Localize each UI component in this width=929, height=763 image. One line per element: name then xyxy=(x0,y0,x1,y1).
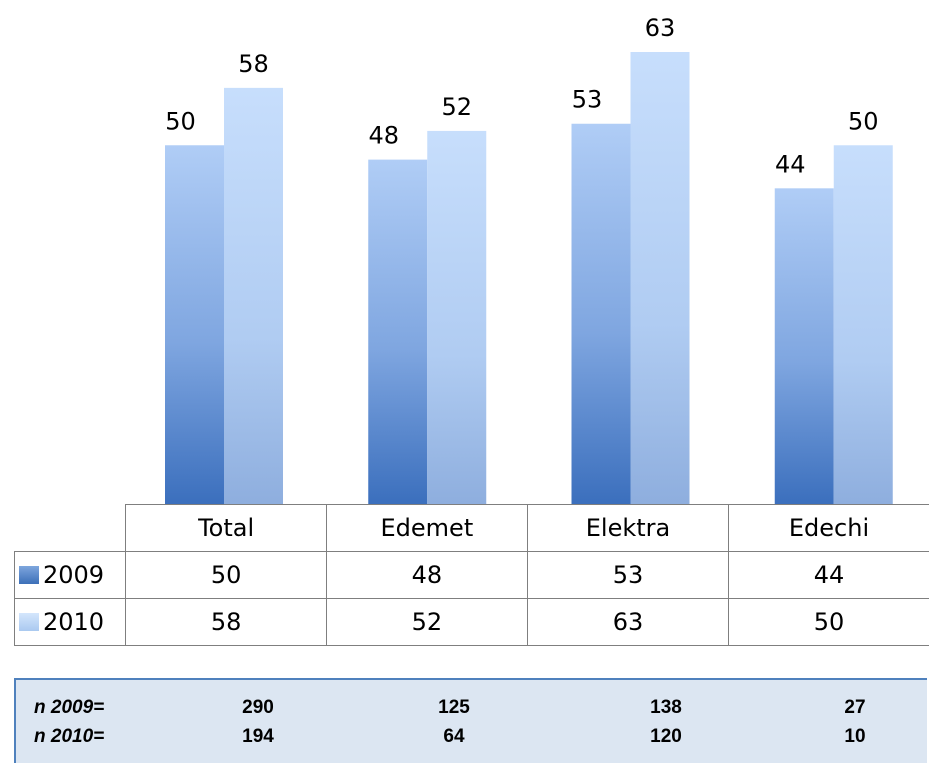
data-label: 50 xyxy=(165,107,196,135)
bar-2010-total xyxy=(224,87,283,504)
data-table: Total Edemet Elektra Edechi 2009 50 48 5… xyxy=(13,504,929,646)
bar-2009-total xyxy=(165,145,224,504)
category-header: Edechi xyxy=(728,504,929,552)
table-cell: 50 xyxy=(125,551,327,599)
legend-swatch-2009 xyxy=(19,566,39,584)
table-corner-cell xyxy=(14,504,127,552)
bar-2010-edechi xyxy=(833,145,893,504)
data-label: 52 xyxy=(441,93,472,121)
sample-size-value: 290 xyxy=(242,697,274,718)
data-label: 58 xyxy=(238,50,269,78)
sample-size-value: 27 xyxy=(844,697,866,718)
legend-label-2010: 2010 xyxy=(43,608,105,636)
sample-size-value: 125 xyxy=(438,697,470,718)
sample-size-value: 194 xyxy=(242,726,274,747)
table-cell: 50 xyxy=(728,598,929,646)
category-header: Elektra xyxy=(526,504,730,552)
sample-size-value: 10 xyxy=(844,726,866,747)
sample-size-label: n 2009= xyxy=(34,697,105,718)
bar-2009-edechi xyxy=(774,188,834,505)
table-cell: 53 xyxy=(526,551,730,599)
bar-2010-elektra xyxy=(630,52,690,504)
category-header: Total xyxy=(125,504,327,552)
sample-size-value: 138 xyxy=(650,697,682,718)
sample-size-box: n 2009= 290 125 138 27 n 2010= 194 64 12… xyxy=(14,678,927,763)
data-label: 63 xyxy=(645,14,676,42)
bar-2010-edemet xyxy=(427,130,487,504)
table-header-row: Total Edemet Elektra Edechi xyxy=(14,504,929,552)
legend-key-2009: 2009 xyxy=(13,551,127,599)
bar-2009-elektra xyxy=(571,123,631,504)
table-row-2010: 2010 58 52 63 50 xyxy=(13,598,929,646)
data-label: 44 xyxy=(775,150,806,178)
category-header: Edemet xyxy=(325,504,529,552)
sample-size-row-2009: n 2009= 290 125 138 27 xyxy=(16,697,929,723)
legend-key-2010: 2010 xyxy=(13,598,127,646)
bar-2009-edemet xyxy=(368,159,428,504)
sample-size-row-2010: n 2010= 194 64 120 10 xyxy=(16,726,929,752)
legend-label-2009: 2009 xyxy=(43,561,105,589)
data-label: 53 xyxy=(572,86,603,114)
legend-swatch-2010 xyxy=(19,613,39,631)
table-cell: 52 xyxy=(325,598,529,646)
table-cell: 58 xyxy=(125,598,327,646)
bar-chart: 50 58 48 52 53 63 44 50 xyxy=(165,14,893,505)
sample-size-value: 64 xyxy=(443,726,465,747)
sample-size-value: 120 xyxy=(650,726,682,747)
table-cell: 44 xyxy=(728,551,929,599)
data-label: 50 xyxy=(848,107,879,135)
table-row-2009: 2009 50 48 53 44 xyxy=(13,551,929,599)
bars-group xyxy=(165,52,893,505)
data-labels-group: 50 58 48 52 53 63 44 50 xyxy=(165,14,878,178)
sample-size-label: n 2010= xyxy=(34,726,105,747)
table-cell: 48 xyxy=(325,551,529,599)
table-cell: 63 xyxy=(526,598,730,646)
data-label: 48 xyxy=(368,122,399,150)
